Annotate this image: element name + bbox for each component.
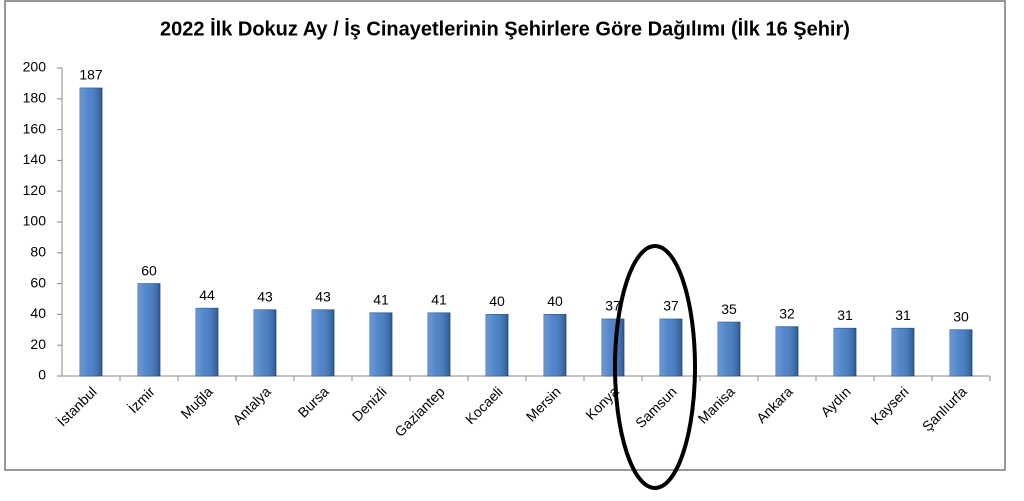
value-label: 31 [895,307,911,323]
bar [659,318,683,377]
bar [775,326,799,377]
value-label: 187 [79,67,103,83]
value-label: 41 [373,292,389,308]
y-tick-label: 20 [30,336,46,352]
value-label: 40 [547,293,563,309]
y-tick-label: 120 [23,182,47,198]
value-label: 41 [431,292,447,308]
value-label: 32 [779,305,795,321]
bar [833,327,857,377]
y-tick-label: 160 [23,120,47,136]
value-label: 44 [199,287,215,303]
bar [311,309,335,377]
bar [543,313,567,377]
y-tick-label: 180 [23,90,47,106]
y-tick-label: 140 [23,151,47,167]
y-tick-label: 0 [38,367,46,383]
value-label: 30 [953,309,969,325]
bar [949,329,973,377]
bar [195,307,219,377]
bar [137,283,161,377]
value-label: 37 [663,298,679,314]
bar [427,312,451,377]
value-label: 37 [605,298,621,314]
chart-title: 2022 İlk Dokuz Ay / İş Cinayetlerinin Şe… [160,17,850,40]
y-tick-label: 40 [30,305,46,321]
chart-frame [4,0,1006,471]
bar [485,313,509,377]
highlight-ellipse [613,244,697,490]
bar [79,87,103,377]
value-label: 35 [721,301,737,317]
bar [891,327,915,377]
value-label: 43 [315,288,331,304]
y-tick-label: 100 [23,213,47,229]
value-label: 60 [141,262,157,278]
y-tick-label: 200 [23,59,47,75]
value-label: 43 [257,288,273,304]
bar [717,321,741,377]
value-label: 40 [489,293,505,309]
bar [369,312,393,377]
bar [253,309,277,377]
y-tick-label: 80 [30,244,46,260]
y-tick-label: 60 [30,274,46,290]
value-label: 31 [837,307,853,323]
